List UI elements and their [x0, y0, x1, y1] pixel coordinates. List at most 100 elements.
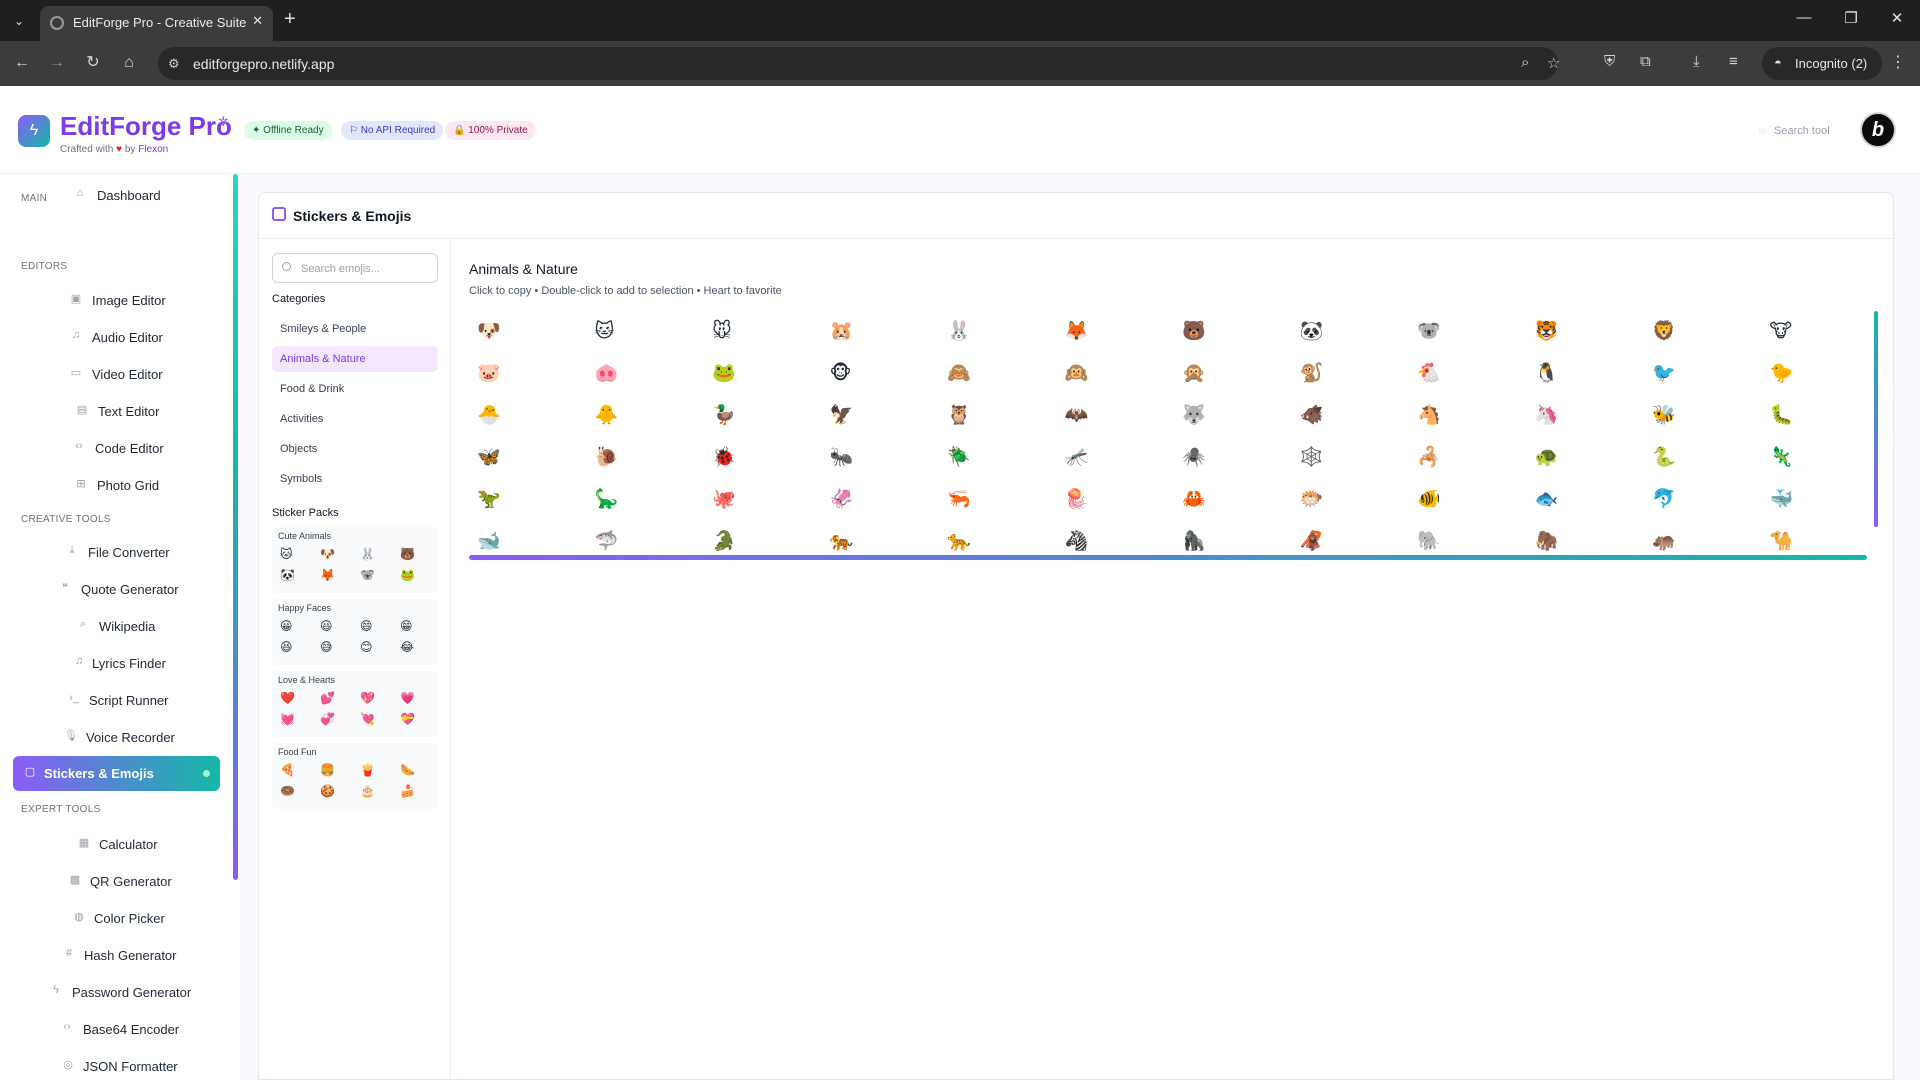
emoji-item[interactable]: 🐠: [1417, 489, 1441, 510]
emoji-item[interactable]: 🐅: [829, 531, 854, 552]
emoji-item[interactable]: 🐞: [712, 447, 736, 468]
emoji-item[interactable]: 🦖: [477, 489, 501, 510]
pack-emoji[interactable]: 🌭: [400, 763, 415, 777]
emoji-item[interactable]: 🕷️: [1182, 447, 1206, 468]
emoji-item[interactable]: 🐰: [947, 321, 971, 342]
emoji-item[interactable]: 🐆: [947, 531, 971, 552]
emoji-item[interactable]: 🐬: [1652, 489, 1676, 510]
emoji-item[interactable]: 🦕: [594, 489, 619, 510]
window-close-icon[interactable]: ✕: [1890, 10, 1904, 27]
emoji-item[interactable]: 🦐: [947, 489, 971, 510]
address-bar[interactable]: ⚙ editforgepro.netlify.app ⌕ ☆: [158, 47, 1561, 80]
emoji-search-input[interactable]: [301, 260, 431, 278]
pack-emoji[interactable]: 😂: [400, 640, 415, 654]
emoji-item[interactable]: 🐪: [1769, 531, 1794, 552]
pack-emoji[interactable]: 💘: [360, 712, 375, 726]
emoji-item[interactable]: 🐥: [594, 405, 619, 426]
emoji-item[interactable]: 🐋: [477, 531, 501, 552]
emoji-item[interactable]: 🦟: [1064, 447, 1089, 468]
category-animals-nature[interactable]: Animals & Nature: [272, 346, 438, 372]
logo-bolt-icon[interactable]: ϟ: [18, 115, 50, 147]
pack-emoji[interactable]: 🍪: [320, 784, 335, 798]
emoji-item[interactable]: 🐭: [712, 321, 732, 342]
sidebar-item-lyrics-finder[interactable]: ♫ Lyrics Finder: [14, 646, 240, 680]
emoji-item[interactable]: 🦧: [1299, 531, 1324, 552]
pack-emoji[interactable]: 😆: [280, 640, 293, 654]
pack-emoji[interactable]: 😀: [280, 619, 293, 633]
emoji-item[interactable]: 🐤: [1769, 363, 1794, 384]
emoji-item[interactable]: 🐹: [829, 321, 854, 342]
emoji-item[interactable]: 🐵: [829, 363, 852, 384]
emoji-item[interactable]: 🙈: [947, 363, 971, 384]
sidebar-item-base64-encoder[interactable]: ‹› Base64 Encoder: [14, 1012, 240, 1046]
extensions-icon[interactable]: ⧉: [1640, 53, 1651, 70]
user-avatar[interactable]: b: [1860, 112, 1896, 148]
forward-icon[interactable]: →: [49, 54, 65, 71]
emoji-item[interactable]: 🐦: [1652, 363, 1676, 384]
emoji-item[interactable]: 🐷: [477, 363, 501, 384]
pack-emoji[interactable]: 💖: [360, 691, 375, 705]
sidebar-item-video-editor[interactable]: ▭ Video Editor: [14, 357, 240, 391]
pack-emoji[interactable]: 💝: [400, 712, 415, 726]
pack-emoji[interactable]: 😄: [360, 619, 373, 633]
sidebar-item-audio-editor[interactable]: ♫ Audio Editor: [14, 320, 240, 354]
emoji-item[interactable]: 🐗: [1299, 405, 1324, 426]
emoji-item[interactable]: 🐔: [1417, 363, 1441, 384]
category-activities[interactable]: Activities: [280, 413, 324, 425]
emoji-item[interactable]: 🐸: [712, 363, 736, 384]
author-link[interactable]: Flexon: [138, 144, 169, 155]
emoji-item[interactable]: 🦋: [477, 447, 501, 468]
emoji-item[interactable]: 🙊: [1182, 363, 1206, 384]
emoji-item[interactable]: 🦎: [1769, 447, 1794, 468]
restore-icon[interactable]: ❐: [1844, 10, 1858, 27]
sidebar-item-color-picker[interactable]: ◍ Color Picker: [14, 901, 240, 935]
sidebar-item-script-runner[interactable]: ›_ Script Runner: [14, 683, 240, 717]
emoji-item[interactable]: 🐡: [1299, 489, 1324, 510]
pack-emoji[interactable]: 🍟: [360, 763, 375, 777]
brand-title[interactable]: EditForge Pro: [60, 111, 232, 141]
zoom-icon[interactable]: ⌕: [1521, 54, 1530, 71]
emoji-item[interactable]: 🐜: [829, 447, 854, 468]
pack-emoji[interactable]: 😅: [320, 640, 333, 654]
emoji-item[interactable]: 🐴: [1417, 405, 1441, 426]
category-objects[interactable]: Objects: [280, 443, 318, 455]
emoji-item[interactable]: 🐯: [1534, 321, 1559, 342]
emoji-item[interactable]: 🦣: [1534, 531, 1559, 552]
category-symbols[interactable]: Symbols: [280, 473, 323, 485]
pack-emoji[interactable]: 🍩: [280, 784, 295, 798]
emoji-item[interactable]: 🐺: [1182, 405, 1206, 426]
bookmark-star-icon[interactable]: ☆: [1547, 55, 1561, 72]
emoji-item[interactable]: 🐍: [1652, 447, 1676, 468]
category-food-drink[interactable]: Food & Drink: [280, 383, 345, 395]
emoji-item[interactable]: 🐱: [594, 321, 615, 342]
pack-emoji[interactable]: 🐰: [360, 547, 375, 561]
pack-emoji[interactable]: 💞: [320, 712, 335, 726]
emoji-search-field[interactable]: [272, 253, 438, 283]
emoji-item[interactable]: 🐽: [594, 363, 619, 384]
emoji-item[interactable]: 🦉: [947, 405, 971, 426]
new-tab-icon[interactable]: +: [284, 8, 296, 30]
emoji-item[interactable]: 🦇: [1064, 405, 1089, 426]
download-icon[interactable]: ⤓: [1693, 53, 1700, 70]
emoji-item[interactable]: 🐊: [712, 531, 736, 552]
sidebar-item-dashboard[interactable]: ⌂ Dashboard: [14, 178, 240, 212]
emoji-item[interactable]: 🪼: [1064, 489, 1089, 510]
emoji-item[interactable]: 🐙: [712, 489, 736, 510]
emoji-item[interactable]: 🦅: [829, 405, 854, 426]
pack-emoji[interactable]: 🐼: [280, 568, 295, 582]
sidebar-item-qr-generator[interactable]: ▩ QR Generator: [14, 864, 240, 898]
url-text[interactable]: editforgepro.netlify.app: [193, 56, 335, 72]
emoji-item[interactable]: 🦆: [712, 405, 736, 426]
sidebar-item-file-converter[interactable]: ⤓ File Converter: [14, 535, 240, 569]
emoji-item[interactable]: 🐳: [1769, 489, 1794, 510]
emoji-item[interactable]: 🕸️: [1299, 447, 1324, 468]
sidebar-item-voice-recorder[interactable]: 🎙 Voice Recorder: [14, 720, 240, 754]
pack-emoji[interactable]: 🐸: [400, 568, 415, 582]
sticker-pack-love-hearts[interactable]: Love & Hearts ❤️ 💕 💖 💗 💓 💞 💘 💝: [272, 671, 438, 737]
emoji-item[interactable]: 🐌: [594, 447, 619, 468]
emoji-item[interactable]: 🦁: [1652, 321, 1676, 342]
sidebar-item-password-generator[interactable]: ϟ Password Generator: [14, 975, 240, 1009]
back-icon[interactable]: ←: [14, 54, 30, 71]
sidebar-item-photo-grid[interactable]: ⊞ Photo Grid: [14, 468, 240, 502]
sidebar-item-image-editor[interactable]: ▣ Image Editor: [14, 283, 240, 317]
